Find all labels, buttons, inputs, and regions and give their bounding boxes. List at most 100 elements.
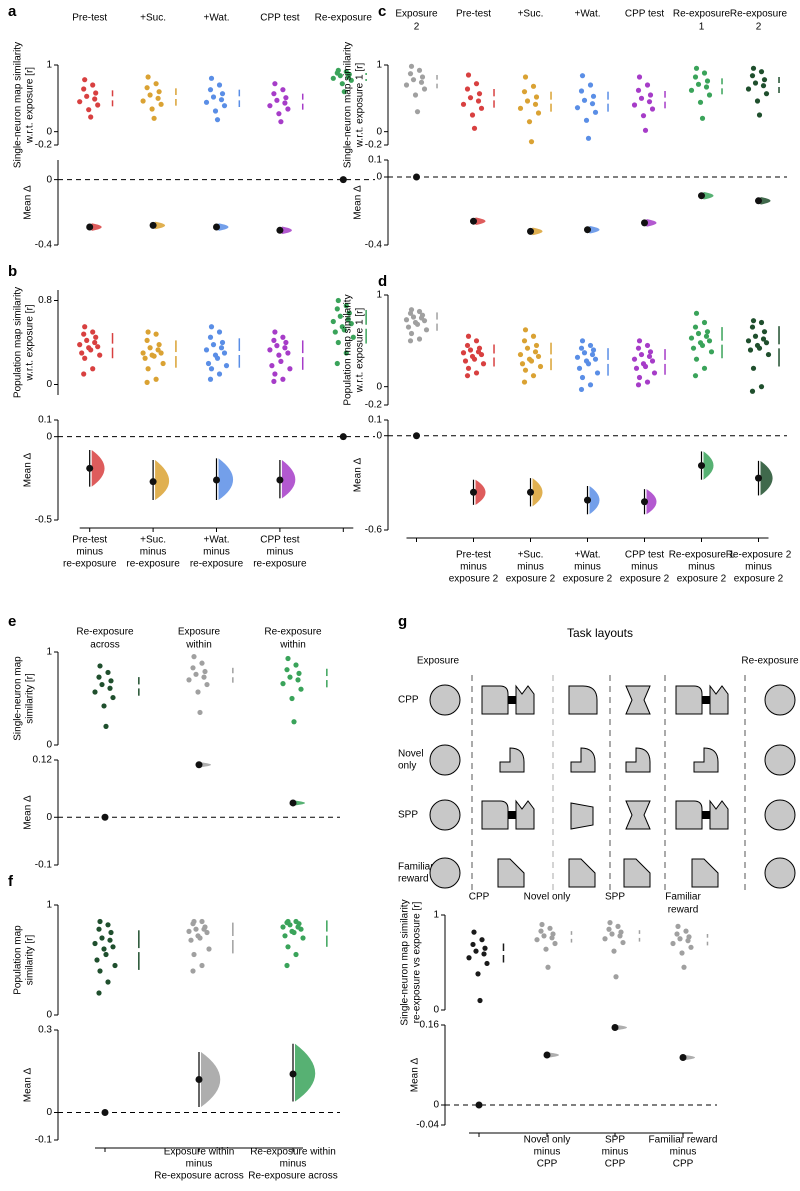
y-tick-label: 1 xyxy=(46,647,52,658)
x-tick-label: exposure 2 xyxy=(563,574,613,585)
panel-label: c xyxy=(378,3,386,20)
swarm-point xyxy=(521,379,528,385)
arena-shape xyxy=(764,799,796,831)
bootstrap-distribution xyxy=(218,223,229,231)
swarm-point xyxy=(578,345,585,351)
swarm-point xyxy=(607,920,613,926)
swarm-point xyxy=(749,324,756,330)
swarm-point xyxy=(522,74,529,80)
delta-y-tick-label: 0 xyxy=(433,1100,439,1111)
x-tick-label: minus xyxy=(140,547,167,558)
swarm-point xyxy=(298,686,304,692)
mean-delta xyxy=(611,1024,619,1031)
mean-delta xyxy=(584,226,591,234)
mean-delta xyxy=(276,476,284,484)
arena-shape xyxy=(568,858,596,888)
swarm-point xyxy=(202,668,208,675)
swarm-point xyxy=(343,350,349,356)
swarm-point xyxy=(190,968,196,974)
swarm-point xyxy=(473,338,480,344)
swarm-point xyxy=(407,310,414,316)
swarm-point xyxy=(199,660,205,666)
swarm-point xyxy=(651,370,658,376)
swarm-point xyxy=(522,327,529,333)
column-label: Re-exposure xyxy=(741,656,799,667)
swarm-point xyxy=(191,654,197,660)
delta-y-tick-label: 0.12 xyxy=(33,755,53,766)
swarm-point xyxy=(93,90,99,96)
swarm-point xyxy=(602,936,608,942)
group-label: Re-exposure xyxy=(673,9,731,20)
delta-y-tick-label: 0.1 xyxy=(38,415,52,426)
swarm-point xyxy=(88,114,94,120)
swarm-point xyxy=(341,327,347,333)
swarm-point xyxy=(267,347,273,353)
swarm-point xyxy=(704,329,711,335)
delta-y-tick-label: -0.1 xyxy=(35,860,53,871)
mean-delta xyxy=(755,474,762,482)
swarm-point xyxy=(578,386,585,393)
x-tick-label: exposure 2 xyxy=(677,574,727,585)
swarm-point xyxy=(638,95,645,101)
bootstrap-distribution xyxy=(589,225,600,234)
mean-delta xyxy=(339,433,347,441)
bootstrap-distribution xyxy=(281,460,296,499)
swarm-point xyxy=(300,935,306,941)
y-axis-label: Population map similarity xyxy=(343,294,354,405)
delta-y-tick-label: -0.4 xyxy=(35,240,53,251)
swarm-point xyxy=(99,935,105,941)
group-label: within xyxy=(185,640,212,651)
y-tick-label: -0.2 xyxy=(365,400,383,411)
swarm-point xyxy=(532,349,539,355)
x-tick-label: exposure 2 xyxy=(734,574,784,585)
delta-y-tick-label: -0.04 xyxy=(416,1120,439,1131)
swarm-point xyxy=(82,77,88,83)
swarm-point xyxy=(701,365,708,371)
swarm-point xyxy=(188,937,194,943)
swarm-point xyxy=(214,117,221,123)
swarm-point xyxy=(158,101,164,107)
swarm-point xyxy=(214,355,221,361)
swarm-point xyxy=(699,115,706,121)
swarm-point xyxy=(337,313,343,319)
swarm-point xyxy=(221,350,228,356)
mean-delta xyxy=(543,1051,551,1059)
swarm-point xyxy=(334,306,340,312)
swarm-point xyxy=(552,940,558,947)
arena-shape xyxy=(625,800,651,830)
bootstrap-distribution xyxy=(281,226,292,235)
swarm-point xyxy=(681,964,687,970)
swarm-point xyxy=(79,350,85,356)
swarm-point xyxy=(535,353,542,360)
delta-y-tick-label: 0.1 xyxy=(368,415,382,426)
bootstrap-distribution xyxy=(589,486,600,515)
row-label: CPP xyxy=(398,695,419,706)
arena-shape xyxy=(709,684,729,715)
panel-label: a xyxy=(8,3,17,20)
swarm-point xyxy=(519,361,526,367)
swarm-point xyxy=(280,334,286,340)
swarm-point xyxy=(688,87,695,93)
swarm-point xyxy=(90,329,96,335)
swarm-point xyxy=(745,338,752,344)
x-tick-label: Re-exposure 1 xyxy=(669,550,735,561)
arena-shape xyxy=(508,696,516,704)
swarm-point xyxy=(530,83,537,89)
arena-shape xyxy=(481,800,509,830)
swarm-point xyxy=(756,345,763,351)
group-label: Re-exposure xyxy=(730,9,788,20)
swarm-point xyxy=(92,96,98,102)
swarm-point xyxy=(112,962,118,969)
mean-delta xyxy=(101,1109,109,1116)
swarm-point xyxy=(276,111,282,117)
swarm-point xyxy=(524,98,531,104)
x-tick-label: exposure 2 xyxy=(449,574,499,585)
y-tick-label: -0.2 xyxy=(365,140,383,151)
bootstrap-distribution xyxy=(475,479,486,505)
x-tick-label: minus xyxy=(602,1147,629,1158)
arena-shape xyxy=(570,747,596,773)
swarm-point xyxy=(760,336,767,342)
swarm-point xyxy=(81,371,87,377)
delta-y-tick-label: 0 xyxy=(46,812,52,823)
swarm-point xyxy=(585,135,592,141)
